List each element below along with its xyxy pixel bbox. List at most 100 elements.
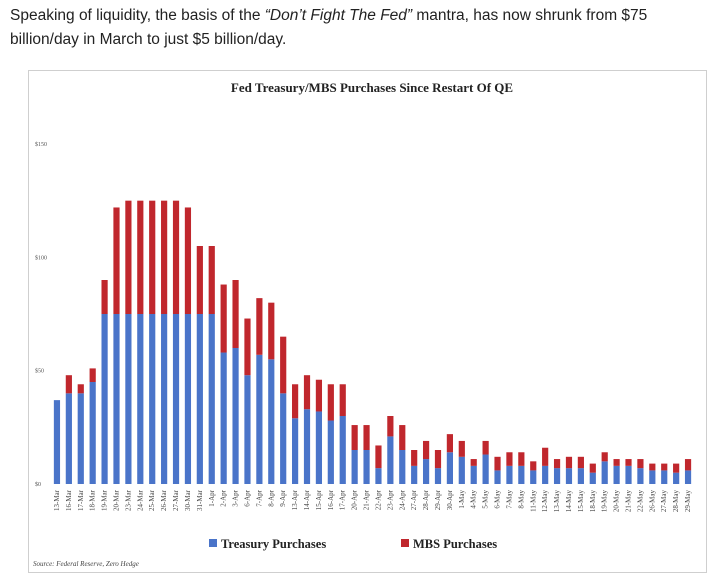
bar-treasury	[625, 465, 632, 484]
y-tick-label: $150	[35, 141, 47, 148]
bar-mbs	[458, 440, 465, 457]
legend-label: MBS Purchases	[413, 537, 497, 551]
x-tick-label: 28-May	[672, 490, 680, 513]
bar-mbs	[446, 434, 453, 453]
x-tick-label: 15-May	[577, 490, 585, 513]
bar-treasury	[661, 470, 668, 484]
bar-mbs	[661, 463, 668, 471]
bar-mbs	[673, 463, 680, 473]
bar-treasury	[542, 465, 549, 484]
x-tick-label: 27-May	[660, 490, 668, 513]
x-tick-label: 28-Apr	[422, 489, 430, 510]
bar-mbs	[553, 459, 561, 469]
bar-treasury	[292, 418, 299, 484]
x-tick-label: 1-Apr	[208, 489, 216, 506]
bar-treasury	[244, 375, 251, 484]
bar-treasury	[172, 314, 180, 484]
bar-mbs	[280, 336, 287, 394]
x-tick-label: 13-Apr	[291, 489, 299, 510]
bar-treasury	[518, 465, 525, 484]
x-tick-label: 1-May	[458, 490, 466, 509]
bar-treasury	[565, 468, 573, 484]
bar-mbs	[101, 280, 108, 314]
bar-mbs	[327, 384, 334, 421]
bar-mbs	[184, 207, 192, 314]
bar-mbs	[113, 207, 120, 314]
bar-treasury	[89, 382, 96, 484]
bar-mbs	[220, 284, 227, 353]
bar-mbs	[422, 440, 430, 460]
bar-mbs	[565, 456, 573, 469]
x-tick-label: 3-Apr	[232, 489, 240, 506]
bar-mbs	[232, 280, 239, 348]
x-tick-label: 6-May	[494, 490, 502, 509]
x-tick-label: 14-May	[565, 490, 573, 513]
bar-mbs	[387, 416, 394, 437]
x-tick-label: 20-Apr	[351, 489, 359, 510]
bar-treasury	[101, 314, 108, 484]
bar-mbs	[494, 456, 501, 471]
bar-treasury	[553, 468, 561, 484]
bar-treasury	[506, 465, 513, 484]
bar-treasury	[184, 314, 192, 484]
bar-treasury	[470, 465, 477, 484]
x-tick-label: 8-Apr	[267, 489, 275, 506]
bar-treasury	[125, 314, 132, 484]
x-tick-label: 23-Mar	[124, 489, 132, 511]
bar-treasury	[280, 393, 287, 484]
bar-mbs	[613, 459, 620, 466]
bar-treasury	[315, 411, 323, 484]
x-tick-label: 18-May	[589, 490, 597, 513]
x-tick-label: 26-Mar	[160, 489, 168, 511]
bar-treasury	[161, 314, 168, 484]
x-tick-label: 11-May	[529, 490, 537, 512]
bar-mbs	[303, 375, 311, 410]
bar-treasury	[422, 459, 430, 484]
bar-treasury	[434, 468, 442, 484]
bar-mbs	[172, 200, 180, 314]
x-tick-label: 19-May	[601, 490, 609, 513]
bar-treasury	[387, 436, 394, 484]
bar-mbs	[161, 200, 168, 314]
bar-mbs	[137, 200, 144, 314]
x-tick-label: 15-Apr	[315, 489, 323, 510]
bar-mbs	[125, 200, 132, 314]
x-tick-label: 21-Apr	[363, 489, 371, 510]
bar-treasury	[589, 472, 596, 484]
bar-treasury	[375, 468, 382, 484]
bar-mbs	[601, 452, 608, 462]
bar-mbs	[196, 246, 203, 314]
bar-mbs	[351, 425, 358, 450]
x-tick-label: 22-May	[636, 490, 644, 513]
x-tick-label: 29-Apr	[434, 489, 442, 510]
x-tick-label: 17-Mar	[77, 489, 85, 511]
bar-mbs	[292, 384, 299, 419]
bar-mbs	[375, 445, 382, 469]
x-tick-label: 27-Mar	[172, 489, 180, 511]
bar-mbs	[244, 318, 251, 376]
bar-treasury	[458, 456, 465, 484]
chart-title: Fed Treasury/MBS Purchases Since Restart…	[231, 80, 513, 95]
x-tick-label: 22-Apr	[374, 489, 382, 510]
bar-treasury	[268, 359, 275, 484]
x-tick-label: 27-Apr	[410, 489, 418, 510]
bar-mbs	[149, 200, 156, 314]
bar-mbs	[89, 368, 96, 382]
bar-mbs	[625, 459, 632, 466]
legend-label: Treasury Purchases	[221, 537, 326, 551]
bar-mbs	[411, 450, 418, 466]
x-tick-label: 31-Mar	[196, 489, 204, 511]
x-tick-label: 8-May	[517, 490, 525, 509]
bar-mbs	[65, 375, 72, 394]
bar-treasury	[77, 393, 84, 484]
bar-mbs	[530, 461, 537, 471]
intro-text-start: Speaking of liquidity, the basis of the	[10, 7, 265, 24]
bar-treasury	[351, 450, 358, 484]
x-tick-label: 16-Apr	[327, 489, 335, 510]
bar-mbs	[399, 425, 406, 450]
bar-mbs	[684, 459, 692, 471]
x-tick-label: 7-May	[505, 490, 513, 509]
x-tick-label: 16-Mar	[65, 489, 73, 511]
bar-treasury	[137, 314, 144, 484]
x-tick-label: 18-Mar	[89, 489, 97, 511]
